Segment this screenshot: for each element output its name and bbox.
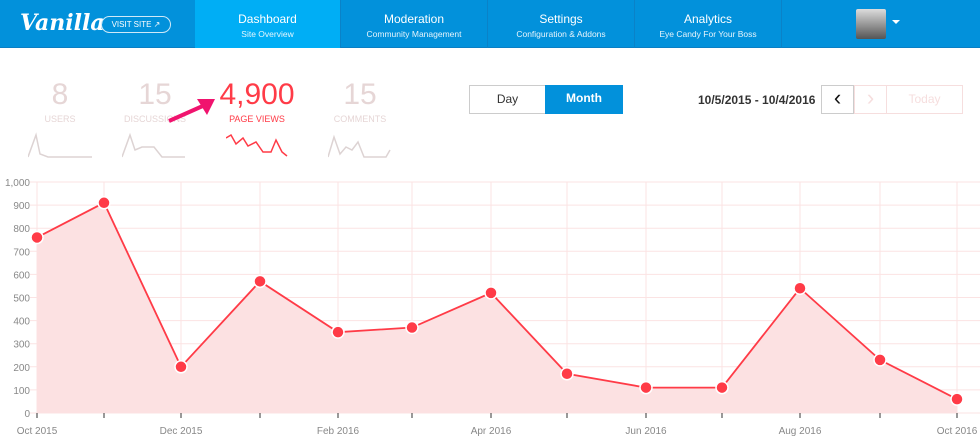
stat-value: 8	[51, 78, 69, 111]
sparkline-page-views	[226, 133, 288, 157]
x-tick-label: Apr 2016	[471, 426, 512, 437]
stat-discussions[interactable]: 15 DISCUSSIONS	[110, 78, 200, 124]
data-point	[405, 320, 419, 335]
x-tick-label: Dec 2015	[160, 426, 203, 437]
sparkline-discussions	[122, 132, 185, 158]
tab-title: Dashboard	[238, 12, 297, 26]
stat-label: USERS	[44, 114, 76, 124]
stat-page-views[interactable]: 4,900 PAGE VIEWS	[212, 78, 302, 124]
area-fill	[37, 202, 957, 413]
top-nav: Vanilla VISIT SITE ↗ Dashboard Site Overv…	[0, 0, 980, 48]
y-tick-label: 200	[13, 363, 30, 374]
sparkline-comments	[328, 134, 391, 158]
tab-moderation[interactable]: Moderation Community Management	[341, 0, 488, 48]
tab-subtitle: Site Overview	[241, 29, 294, 39]
tab-title: Settings	[539, 12, 583, 26]
stat-label: DISCUSSIONS	[123, 114, 186, 124]
data-point	[639, 380, 653, 395]
tab-subtitle: Community Management	[366, 29, 462, 39]
data-point	[484, 286, 498, 300]
stat-comments[interactable]: 15 COMMENTS	[315, 78, 405, 124]
page-views-chart: 0 100 200 300 400 500 600 700 800 900 1,000 Oct 201…	[5, 178, 980, 437]
arrow-annotation-icon	[168, 99, 215, 123]
y-tick-label: 0	[24, 409, 30, 420]
x-tick-label: Oct 2015	[17, 426, 58, 437]
stat-label: PAGE VIEWS	[229, 114, 285, 124]
stat-value: 15	[138, 78, 172, 111]
y-tick-label: 700	[13, 247, 30, 258]
month-button[interactable]: Month	[545, 85, 623, 114]
data-point	[560, 366, 574, 381]
data-point	[715, 380, 729, 395]
x-tick-label: Jun 2016	[625, 426, 667, 437]
data-point	[793, 281, 807, 296]
day-button[interactable]: Day	[469, 85, 546, 114]
x-tick-label: Aug 2016	[779, 426, 822, 437]
tab-dashboard[interactable]: Dashboard Site Overview	[195, 0, 341, 48]
tab-analytics[interactable]: Analytics Eye Candy For Your Boss	[635, 0, 782, 48]
tab-title: Moderation	[383, 12, 445, 26]
data-point	[873, 353, 887, 367]
data-point	[253, 274, 267, 289]
y-tick-label: 400	[13, 317, 30, 328]
tab-title: Analytics	[683, 12, 733, 26]
vanilla-logo[interactable]: Vanilla	[20, 10, 105, 36]
stat-users[interactable]: 8 USERS	[15, 78, 105, 124]
sparkline-users	[28, 132, 92, 158]
next-button[interactable]: ›	[854, 85, 887, 114]
y-tick-label: 900	[13, 201, 30, 212]
prev-button[interactable]: ‹	[821, 85, 854, 114]
data-point	[331, 325, 345, 339]
x-tick-label: Oct 2016	[937, 426, 978, 437]
data-point	[30, 230, 44, 245]
stat-label: COMMENTS	[333, 114, 387, 124]
y-tick-label: 100	[13, 386, 30, 397]
y-tick-label: 1,000	[5, 178, 30, 189]
y-tick-label: 500	[13, 294, 30, 305]
data-point	[97, 196, 111, 210]
user-avatar[interactable]	[856, 9, 886, 39]
today-button[interactable]: Today	[886, 85, 963, 114]
caret-down-icon[interactable]	[892, 20, 900, 24]
y-tick-label: 800	[13, 224, 30, 235]
stat-value: 4,900	[219, 78, 295, 111]
x-tick-label: Feb 2016	[317, 426, 360, 437]
data-point	[950, 392, 964, 406]
tab-subtitle: Configuration & Addons	[516, 29, 606, 39]
tab-settings[interactable]: Settings Configuration & Addons	[488, 0, 635, 48]
y-tick-label: 600	[13, 270, 30, 281]
y-tick-label: 300	[13, 340, 30, 351]
visit-site-button[interactable]: VISIT SITE ↗	[101, 16, 171, 33]
stat-value: 15	[343, 78, 377, 111]
data-point	[174, 360, 188, 374]
tab-subtitle: Eye Candy For Your Boss	[659, 29, 757, 39]
date-range: 10/5/2015 - 10/4/2016	[698, 93, 816, 107]
